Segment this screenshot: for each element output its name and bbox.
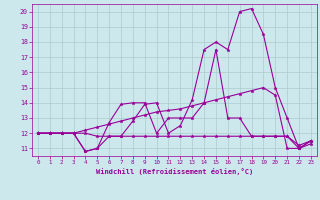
X-axis label: Windchill (Refroidissement éolien,°C): Windchill (Refroidissement éolien,°C) <box>96 168 253 175</box>
